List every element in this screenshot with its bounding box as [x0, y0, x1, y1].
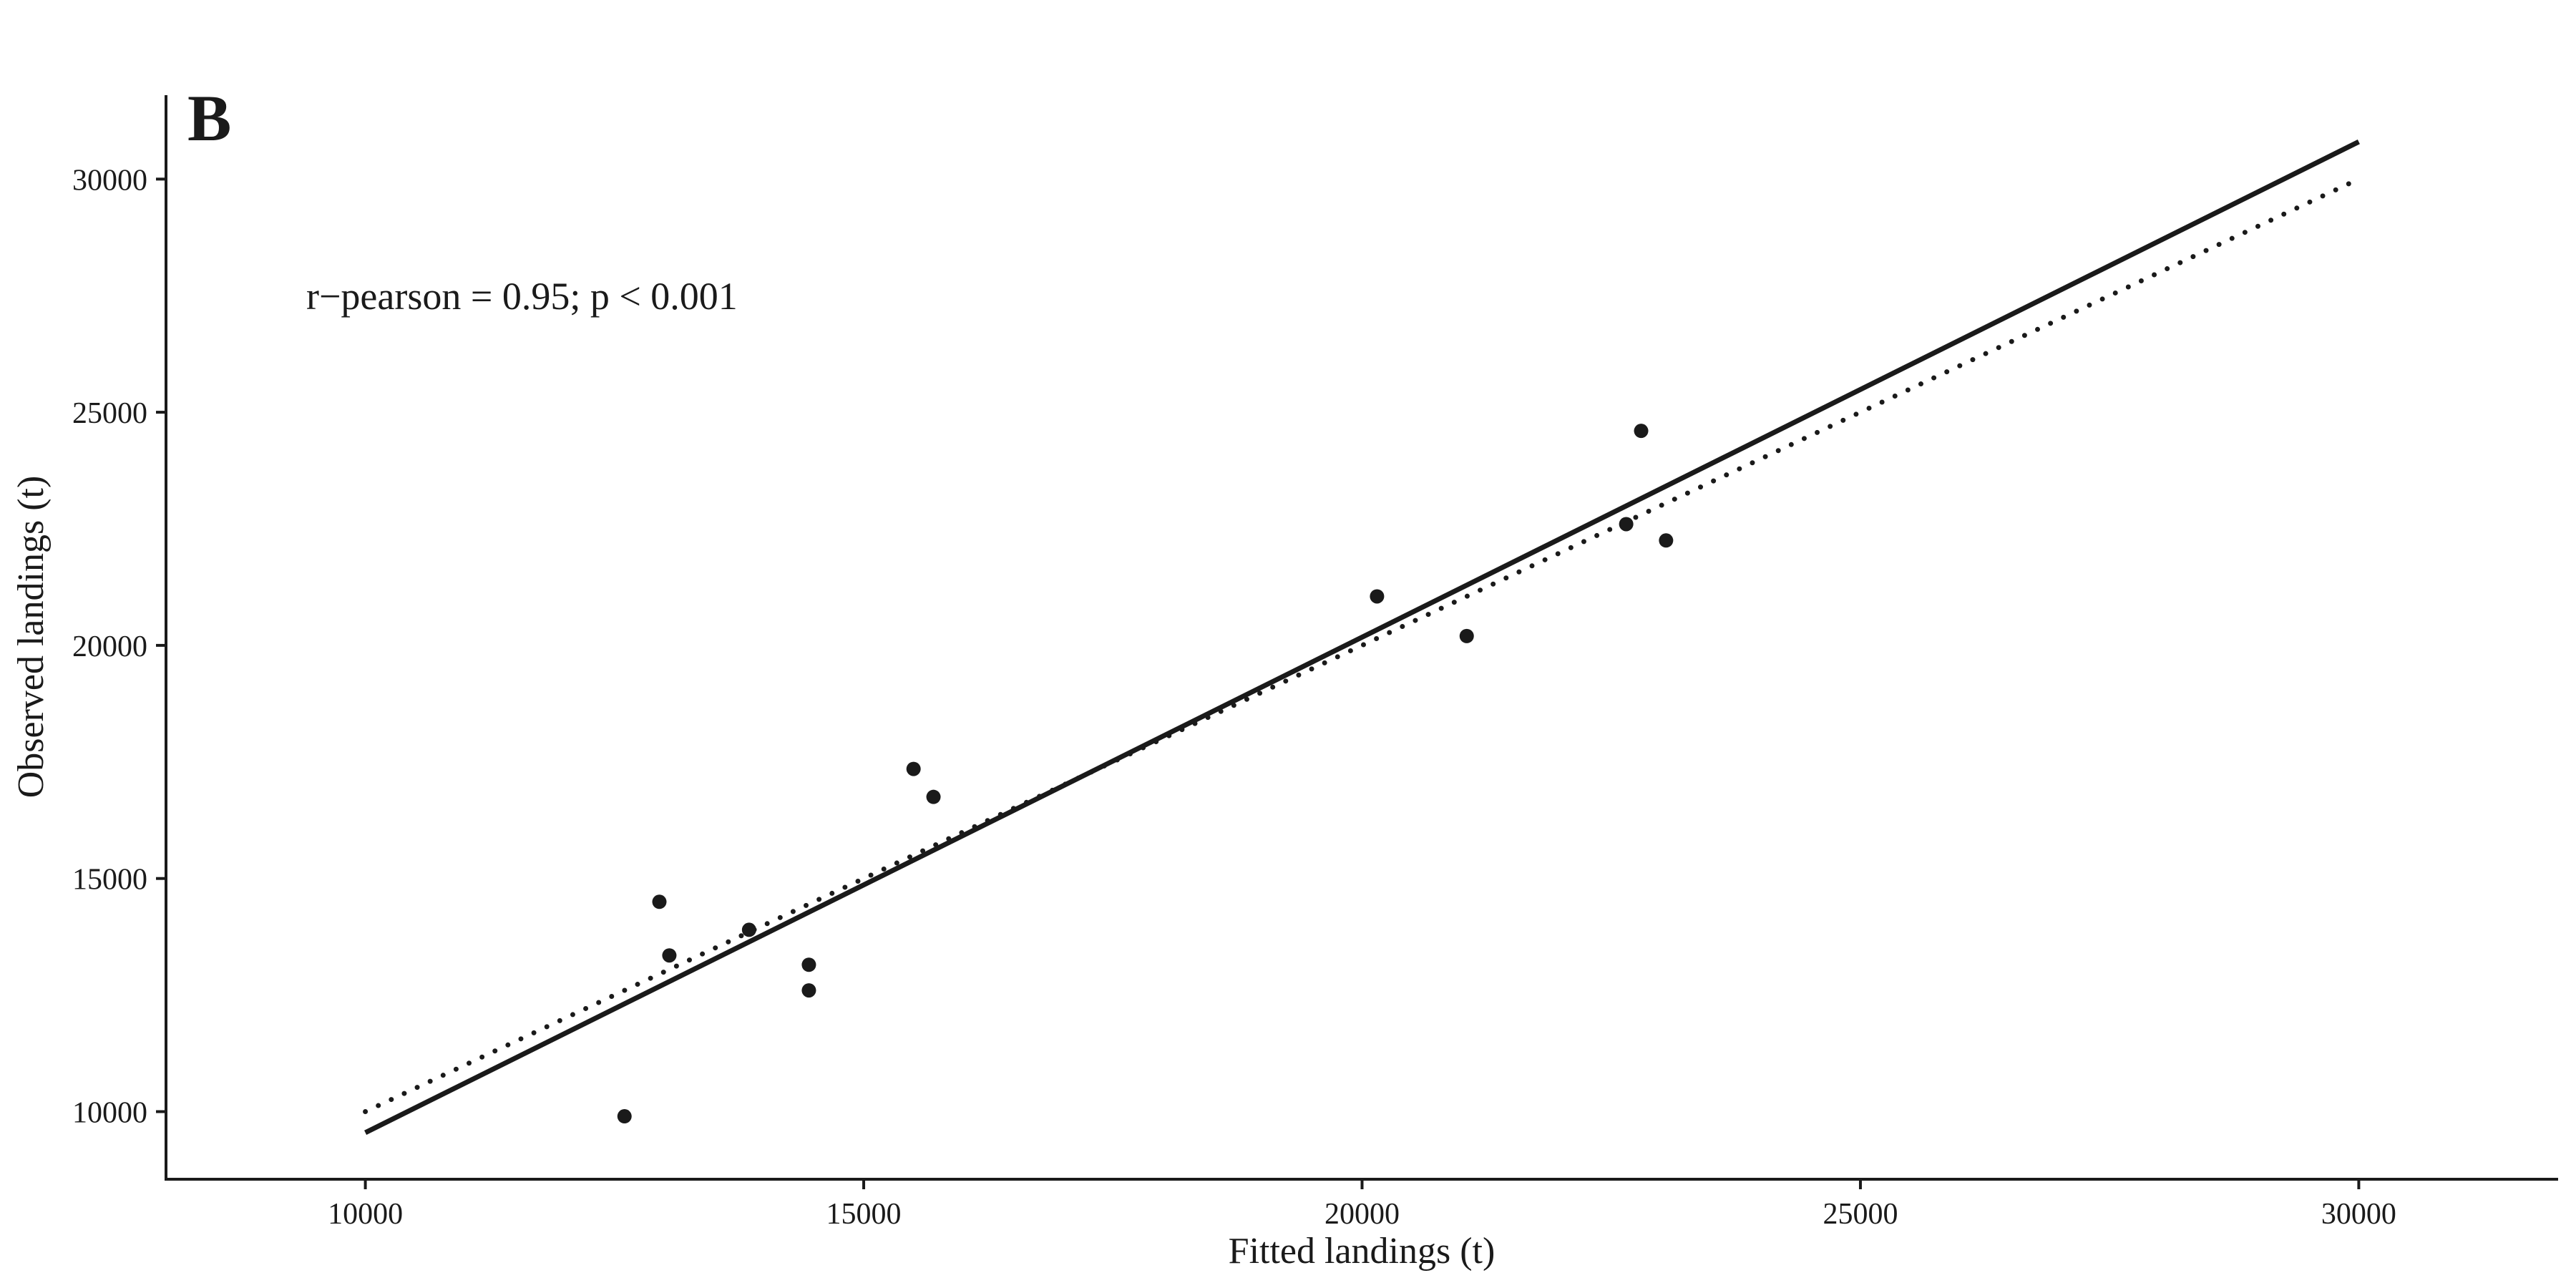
data-point	[1634, 424, 1649, 439]
y-tick-label: 30000	[72, 164, 147, 197]
data-point	[801, 957, 816, 972]
data-point	[1619, 517, 1634, 532]
y-axis-ticks: 10000 15000 20000 25000 30000	[72, 164, 166, 1130]
fit-lines	[363, 140, 2361, 1135]
y-axis-title: Observed landings (t)	[11, 476, 52, 799]
data-point	[1370, 589, 1385, 604]
identity-line-dotted	[363, 176, 2361, 1115]
data-point	[1659, 533, 1674, 548]
data-point	[926, 789, 941, 804]
regression-line-solid	[364, 140, 2360, 1135]
data-point	[801, 983, 816, 998]
data-point	[662, 948, 677, 963]
y-tick-label: 15000	[72, 864, 147, 897]
x-tick-label: 15000	[826, 1198, 902, 1231]
x-tick-label: 10000	[328, 1198, 403, 1231]
x-axis-ticks: 10000 15000 20000 25000 30000	[328, 1179, 2396, 1231]
data-point	[906, 761, 921, 776]
y-tick-label: 20000	[72, 630, 147, 663]
data-point	[652, 894, 667, 909]
y-tick-label: 25000	[72, 397, 147, 430]
data-points	[617, 424, 1674, 1124]
x-tick-label: 30000	[2321, 1198, 2396, 1231]
x-axis-title: Fitted landings (t)	[1229, 1231, 1496, 1272]
x-tick-label: 25000	[1823, 1198, 1898, 1231]
x-tick-label: 20000	[1324, 1198, 1400, 1231]
y-tick-label: 10000	[72, 1097, 147, 1130]
data-point	[1459, 628, 1474, 643]
panel-label: B	[187, 82, 231, 155]
correlation-annotation: r−pearson = 0.95; p < 0.001	[306, 275, 738, 318]
data-point	[741, 922, 756, 937]
data-point	[617, 1109, 632, 1124]
